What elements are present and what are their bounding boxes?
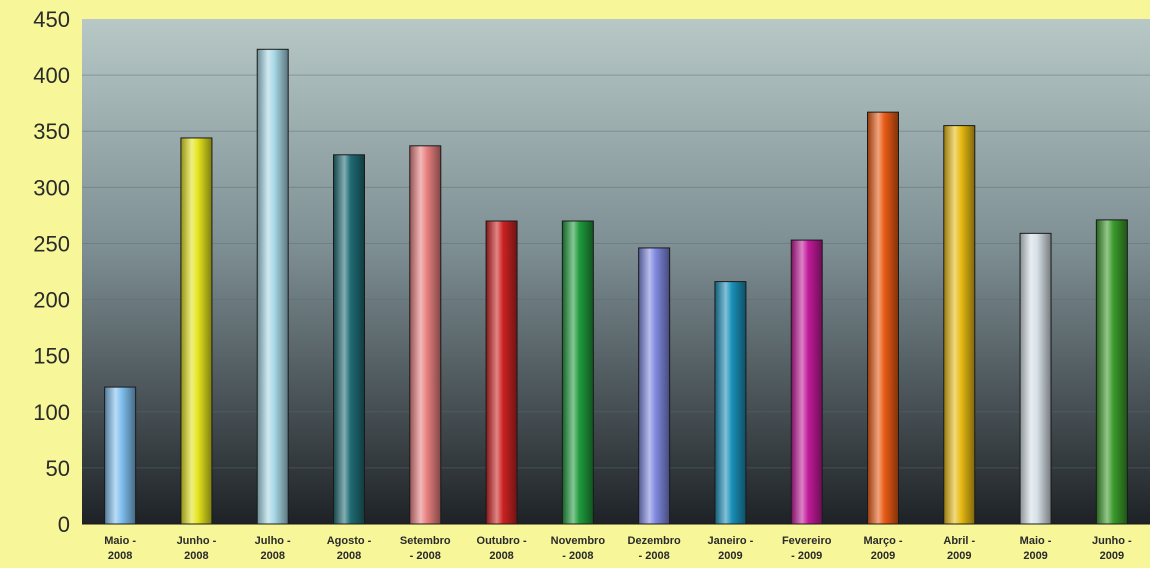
y-tick-label: 200: [33, 288, 70, 313]
x-tick-label: Janeiro -2009: [707, 535, 753, 562]
y-tick-label: 100: [33, 400, 70, 425]
x-tick-label: Setembro - 2008: [400, 535, 451, 562]
bar: [1095, 219, 1128, 525]
bar: [714, 281, 747, 525]
x-tick-label: Abril -2009: [943, 535, 975, 562]
x-tick-label: Fevereiro - 2009: [782, 535, 832, 562]
x-axis-ticks: Maio -2008 Junho -2008 Julho -2008 Agosto -…: [104, 535, 1132, 562]
x-tick-label: Junho -2008: [177, 535, 217, 562]
bar: [790, 239, 823, 525]
x-tick-label: Maio -2009: [1020, 535, 1052, 562]
y-tick-label: 300: [33, 175, 70, 200]
bar: [104, 386, 137, 525]
x-tick-label: Agosto -2008: [327, 535, 372, 562]
bar: [485, 220, 518, 525]
y-axis-ticks: 0 50 100 150 200 250 300 350 400 450: [33, 7, 70, 537]
x-tick-label: Novembro - 2008: [551, 535, 606, 562]
bar: [333, 154, 365, 525]
y-tick-label: 450: [33, 7, 70, 32]
y-tick-label: 250: [33, 231, 70, 256]
bar: [1019, 232, 1052, 525]
x-tick-label: Junho -2009: [1092, 535, 1132, 562]
bar: [256, 48, 289, 525]
x-tick-label: Julho -2008: [255, 535, 291, 562]
bar: [943, 125, 976, 525]
y-tick-label: 50: [46, 456, 70, 481]
bar: [561, 220, 594, 525]
y-tick-label: 0: [58, 512, 70, 537]
bar: [180, 137, 213, 525]
y-tick-label: 350: [33, 119, 70, 144]
y-tick-label: 150: [33, 344, 70, 369]
y-tick-label: 400: [33, 63, 70, 88]
bar: [867, 111, 899, 525]
x-tick-label: Outubro -2008: [477, 535, 527, 562]
bars: [104, 48, 1128, 525]
x-tick-label: Dezembro - 2008: [628, 535, 681, 562]
plot-area: [82, 19, 1150, 524]
x-tick-label: Março -2009: [863, 535, 902, 562]
x-tick-label: Maio -2008: [104, 535, 136, 562]
bar: [638, 247, 671, 525]
bar: [409, 145, 442, 525]
